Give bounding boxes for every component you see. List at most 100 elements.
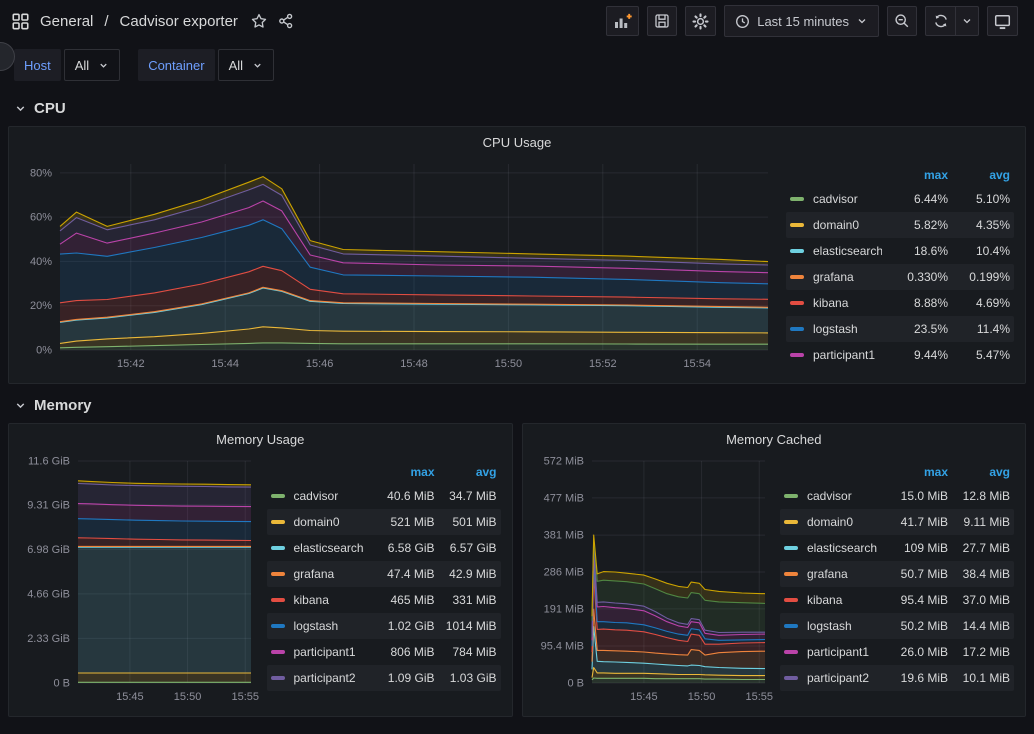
legend-row-domain0[interactable]: domain0 5.82% 4.35% [786, 212, 1014, 238]
legend-row-kibana[interactable]: kibana 95.4 MiB 37.0 MiB [780, 587, 1014, 613]
variable-container-select[interactable]: All [217, 49, 275, 81]
save-dashboard-button[interactable] [647, 6, 678, 36]
legend-row-grafana[interactable]: grafana 0.330% 0.199% [786, 264, 1014, 290]
memory-usage-plot: 0 B 2.33 GiB 4.66 GiB 6.98 GiB 9.31 GiB 11.6 … [27, 456, 259, 704]
zoom-out-button[interactable] [887, 6, 917, 36]
chevron-down-icon [858, 19, 866, 24]
legend-row-kibana[interactable]: kibana 465 MiB 331 MiB [267, 587, 501, 613]
legend-row-elasticsearch[interactable]: elasticsearch 18.6% 10.4% [786, 238, 1014, 264]
legend-series-name: domain0 [813, 218, 860, 232]
legend-column-avg[interactable]: avg [989, 168, 1010, 182]
variable-container-label: Container [138, 49, 215, 81]
breadcrumb-folder[interactable]: General [40, 12, 94, 30]
variable-host-select[interactable]: All [63, 49, 121, 81]
legend-column-max[interactable]: max [923, 168, 948, 182]
time-range-label: Last 15 minutes [757, 13, 849, 29]
legend-series-name: elasticsearch [813, 244, 882, 258]
toolbar-actions: Last 15 minutes [606, 5, 1018, 37]
legend-avg-value: 42.9 MiB [449, 567, 497, 581]
legend-max-value: 465 MiB [390, 593, 435, 607]
time-range-picker[interactable]: Last 15 minutes [724, 5, 879, 37]
legend-swatch [270, 520, 285, 524]
legend-row-elasticsearch[interactable]: elasticsearch 109 MiB 27.7 MiB [780, 535, 1014, 561]
legend-max-value: 806 MiB [390, 645, 435, 659]
memory-usage-chart[interactable]: 0 B 2.33 GiB 4.66 GiB 6.98 GiB 9.31 GiB 11.6 … [18, 451, 261, 711]
legend-column-max[interactable]: max [923, 465, 948, 479]
legend-row-kibana[interactable]: kibana 8.88% 4.69% [786, 290, 1014, 316]
legend-row-participant2[interactable]: participant2 19.6 MiB 10.1 MiB [780, 665, 1014, 691]
svg-text:15:54: 15:54 [683, 358, 711, 370]
chevron-down-icon [16, 106, 25, 112]
svg-text:286 MiB: 286 MiB [543, 567, 583, 579]
memory-cached-legend: max avg cadvisor 15.0 MiB 12.8 MiB domain0 41.… [774, 451, 1016, 711]
legend-row-participant1[interactable]: participant1 26.0 MiB 17.2 MiB [780, 639, 1014, 665]
legend-row-participant2[interactable]: participant2 1.09 GiB 1.03 GiB [266, 665, 501, 691]
cycle-view-mode-button[interactable] [987, 6, 1018, 36]
legend-swatch [270, 598, 285, 602]
legend-max-value: 47.4 MiB [387, 567, 435, 581]
legend-series-name: participant2 [807, 671, 870, 685]
cpu-usage-chart[interactable]: 0% 20% 40% 60% 80% 15:42 15:44 15:46 15:48 15:50 1… [18, 154, 780, 378]
legend-series-name: grafana [293, 567, 335, 581]
legend-row-grafana[interactable]: grafana 47.4 MiB 42.9 MiB [266, 561, 501, 587]
refresh-interval-dropdown[interactable] [955, 6, 979, 36]
panel-memory-usage: Memory Usage 0 B 2.33 GiB 4.66 GiB 6.98 GiB… [8, 423, 513, 717]
gear-icon [692, 12, 709, 30]
svg-text:15:42: 15:42 [117, 358, 145, 370]
legend-column-max[interactable]: max [410, 465, 435, 479]
legend-max-value: 0.330% [907, 270, 948, 284]
panel-title-cpu-usage[interactable]: CPU Usage [482, 135, 552, 150]
legend-row-domain0[interactable]: domain0 521 MiB 501 MiB [266, 509, 501, 535]
legend-swatch [270, 572, 285, 576]
panel-title-memory-cached[interactable]: Memory Cached [726, 432, 822, 447]
refresh-button[interactable] [925, 6, 955, 36]
legend-max-value: 8.88% [913, 296, 948, 310]
legend-row-domain0[interactable]: domain0 41.7 MiB 9.11 MiB [780, 509, 1014, 535]
legend-row-grafana[interactable]: grafana 50.7 MiB 38.4 MiB [780, 561, 1014, 587]
svg-text:15:45: 15:45 [116, 691, 144, 703]
legend-series-name: cadvisor [813, 192, 858, 206]
legend-row-participant1[interactable]: participant1 806 MiB 784 MiB [267, 639, 501, 665]
row-header-cpu[interactable]: CPU [14, 100, 1020, 117]
legend-avg-value: 37.0 MiB [962, 593, 1010, 607]
star-icon[interactable] [251, 13, 267, 29]
legend-row-participant1[interactable]: participant1 9.44% 5.47% [786, 342, 1014, 368]
svg-text:40%: 40% [30, 256, 52, 268]
svg-text:95.4 MiB: 95.4 MiB [540, 640, 583, 652]
legend-series-name: kibana [293, 593, 329, 607]
svg-text:20%: 20% [30, 300, 52, 312]
svg-text:11.6 GiB: 11.6 GiB [28, 456, 70, 468]
legend-swatch [784, 546, 798, 550]
breadcrumb-dashboard-title[interactable]: Cadvisor exporter [119, 12, 238, 30]
memory-cached-chart[interactable]: 0 B 95.4 MiB 191 MiB 286 MiB 381 MiB 477 MiB 5… [532, 451, 775, 711]
legend-row-logstash[interactable]: logstash 23.5% 11.4% [786, 316, 1014, 342]
legend-max-value: 95.4 MiB [900, 593, 948, 607]
apps-grid-icon[interactable] [12, 12, 29, 30]
legend-row-cadvisor[interactable]: cadvisor 40.6 MiB 34.7 MiB [267, 483, 501, 509]
svg-text:4.66 GiB: 4.66 GiB [27, 588, 70, 600]
svg-text:15:44: 15:44 [211, 358, 239, 370]
legend-avg-value: 4.35% [975, 218, 1010, 232]
legend-row-logstash[interactable]: logstash 50.2 MiB 14.4 MiB [780, 613, 1014, 639]
share-icon[interactable] [278, 13, 294, 29]
legend-row-cadvisor[interactable]: cadvisor 6.44% 5.10% [786, 186, 1014, 212]
legend-swatch [790, 301, 804, 305]
panel-title-memory-usage[interactable]: Memory Usage [216, 432, 305, 447]
legend-row-elasticsearch[interactable]: elasticsearch 6.58 GiB 6.57 GiB [267, 535, 501, 561]
dashboard-settings-button[interactable] [685, 6, 717, 36]
legend-max-value: 9.44% [913, 348, 948, 362]
legend-series-name: kibana [813, 296, 849, 310]
legend-column-avg[interactable]: avg [989, 465, 1010, 479]
legend-row-cadvisor[interactable]: cadvisor 15.0 MiB 12.8 MiB [780, 483, 1014, 509]
row-header-memory[interactable]: Memory [14, 397, 1020, 414]
legend-avg-value: 5.47% [975, 348, 1010, 362]
legend-row-logstash[interactable]: logstash 1.02 GiB 1014 MiB [266, 613, 501, 639]
legend-column-avg[interactable]: avg [475, 465, 497, 479]
breadcrumb-separator: / [104, 12, 109, 30]
svg-text:15:45: 15:45 [630, 691, 658, 703]
legend-swatch [784, 520, 798, 524]
legend-series-name: elasticsearch [807, 541, 878, 555]
legend-avg-value: 331 MiB [452, 593, 497, 607]
legend-swatch [270, 624, 285, 628]
add-panel-button[interactable] [606, 6, 640, 36]
